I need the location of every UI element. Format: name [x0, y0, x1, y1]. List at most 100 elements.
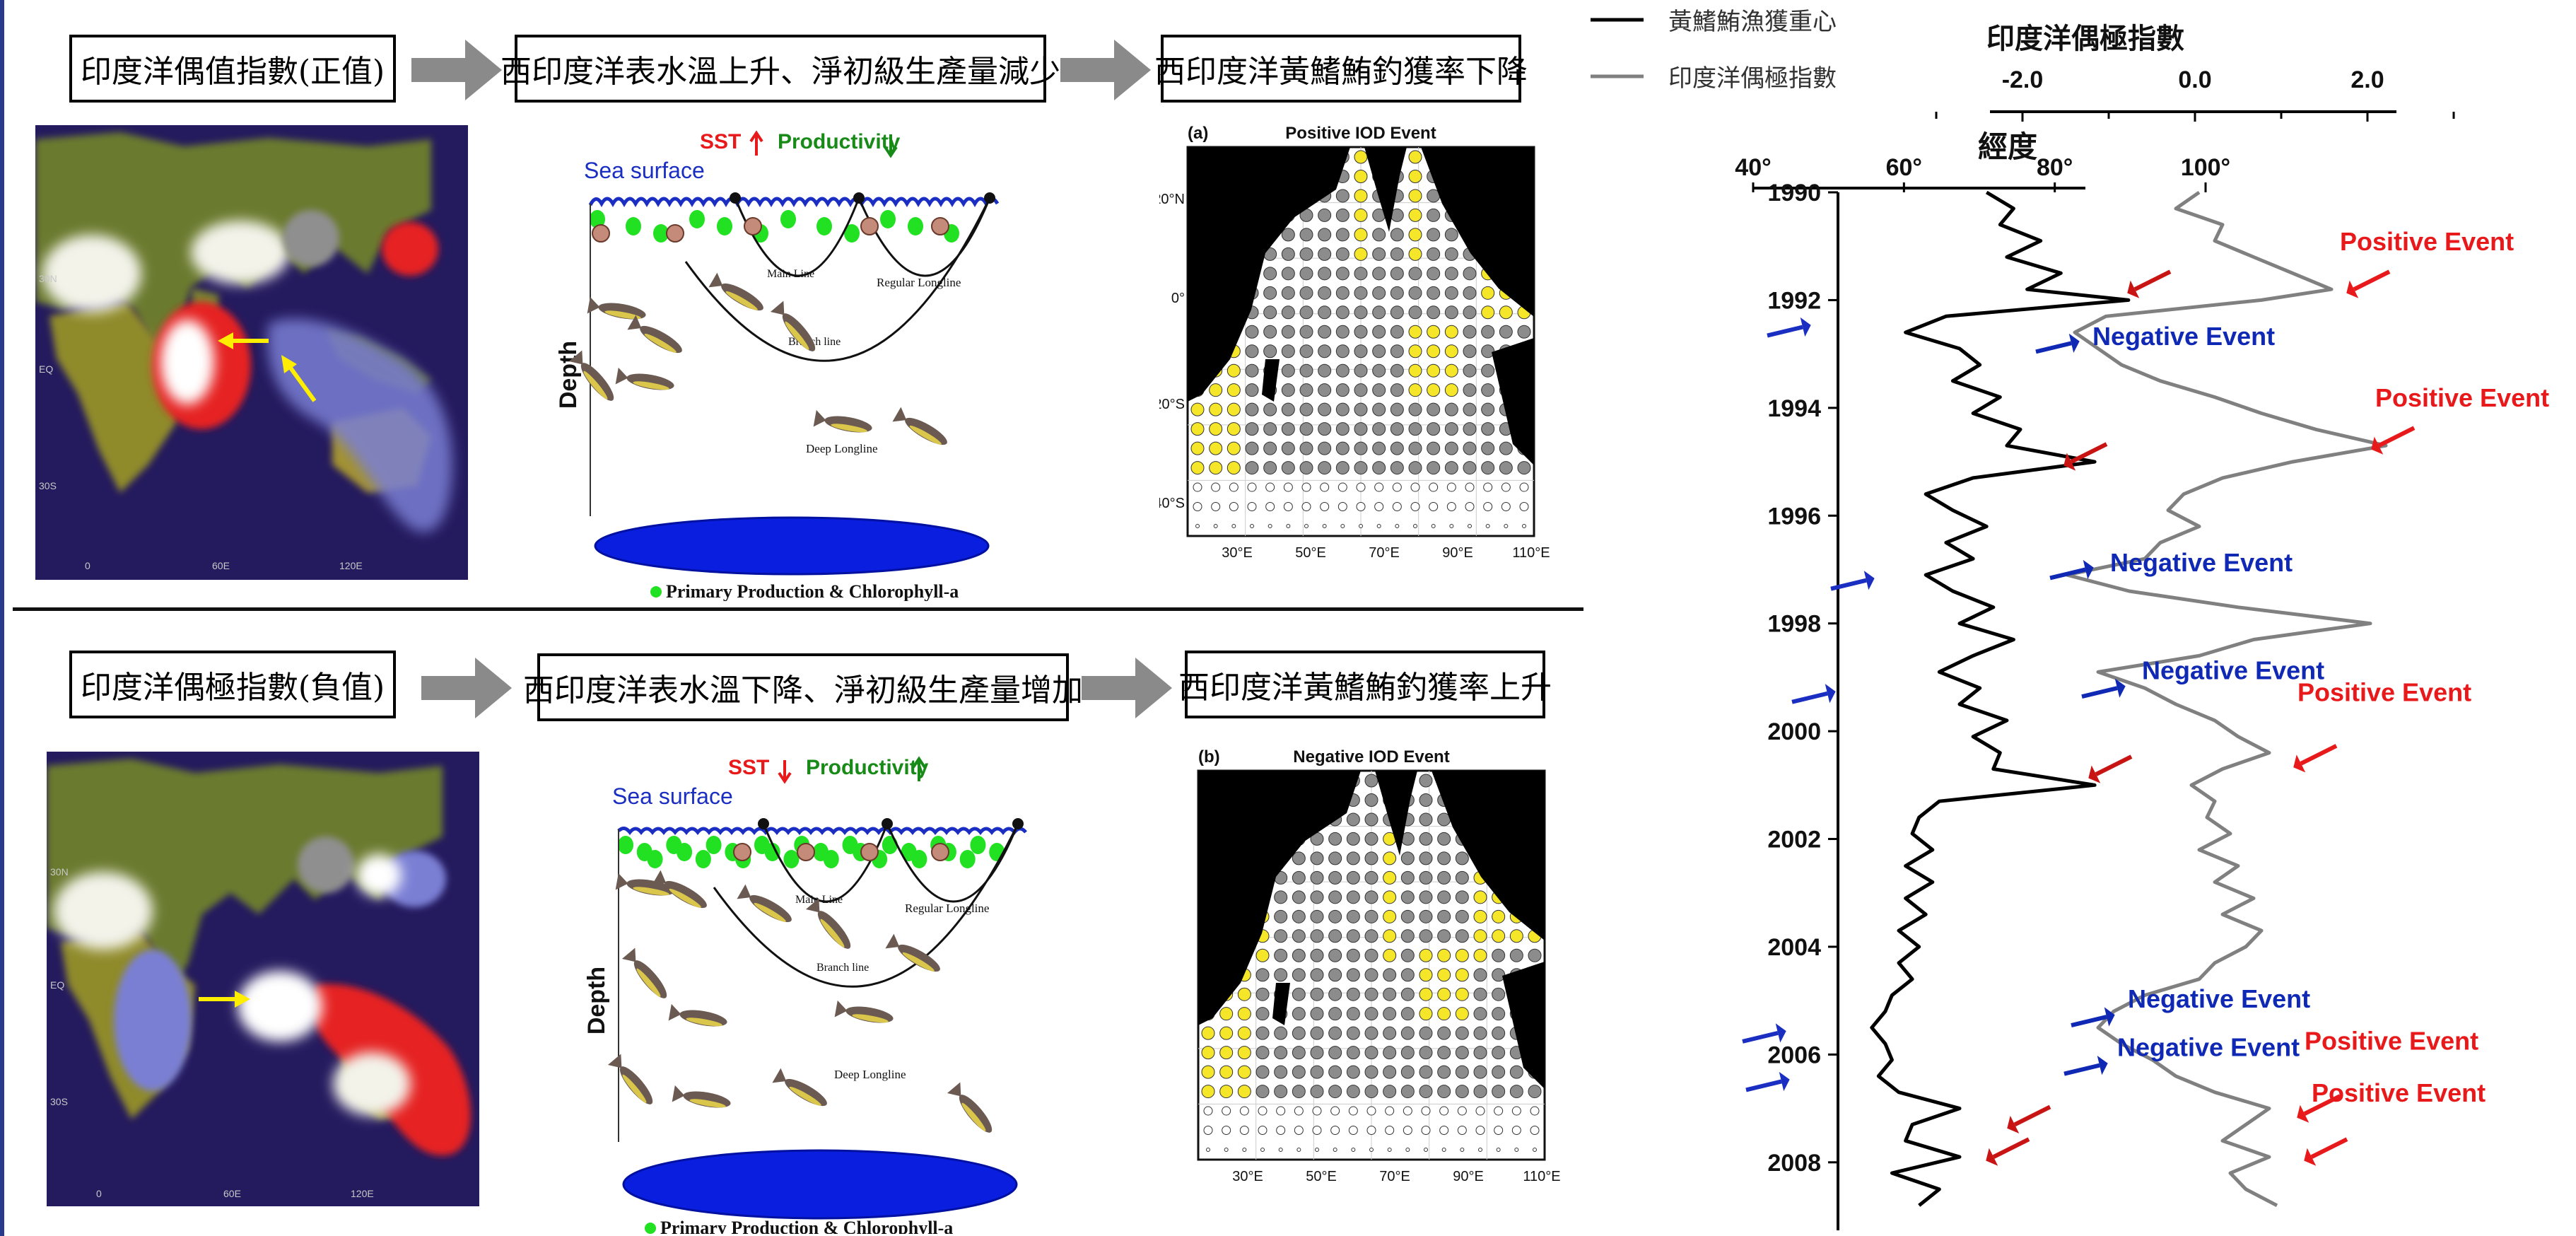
catch-rate-dot — [1354, 189, 1368, 203]
map-lat-tick: 0° — [1171, 291, 1185, 306]
catch-rate-dot — [1427, 228, 1441, 242]
longitude-tick-label: 80° — [2037, 154, 2073, 181]
tuna-tail — [672, 1085, 685, 1102]
chlorophyll-dot — [764, 843, 780, 861]
catch-rate-dot — [1403, 1106, 1412, 1116]
catch-rate-dot — [1444, 383, 1458, 397]
catch-rate-dot — [1494, 1126, 1504, 1136]
catch-rate-dot — [1299, 402, 1313, 416]
catch-rate-dot — [1354, 228, 1368, 242]
catch-rate-dot — [1444, 305, 1458, 320]
catch-rate-dot — [1509, 1065, 1523, 1079]
catch-rate-dot — [1286, 524, 1291, 528]
catch-rate-dot — [1226, 461, 1241, 475]
catch-rate-dot — [1281, 267, 1295, 281]
catch-rate-dot — [1255, 1085, 1270, 1099]
catch-rate-dot — [1346, 987, 1360, 1001]
catch-rate-dot — [1457, 1126, 1467, 1136]
event-arrow-shaft — [2035, 341, 2072, 354]
longitude-event-arrow-head — [1986, 1148, 1998, 1166]
catch-rate-dot — [1337, 482, 1347, 492]
catch-rate-dot — [1437, 851, 1451, 865]
catch-rate-dot — [1346, 1007, 1360, 1021]
catch-rate-dot — [1421, 1106, 1431, 1116]
catch-rate-dot — [1492, 987, 1506, 1001]
longitude-tick-label: 100° — [2181, 154, 2230, 181]
catch-rate-dot — [1354, 325, 1368, 339]
catch-rate-dot — [1419, 987, 1433, 1001]
catch-rate-dot — [1328, 968, 1342, 982]
catch-rate-dot — [1364, 1046, 1378, 1060]
catch-rate-dot — [1255, 968, 1270, 982]
catch-rate-dot — [1387, 1148, 1392, 1152]
catch-rate-dot — [1376, 524, 1381, 528]
catch-rate-dot — [1190, 461, 1205, 475]
ocean-diagram-positive: Sea surface SST Productivity Depth Main Line… — [544, 120, 1089, 601]
catch-rate-dot — [1281, 383, 1295, 397]
longitude-event-arrow — [2133, 269, 2172, 291]
longitude-event-arrow-head — [1825, 684, 1836, 704]
longitude-event-arrow — [1791, 691, 1828, 704]
globe-bottom-lon-0: 0 — [96, 1188, 102, 1199]
tuna-body — [683, 1091, 731, 1108]
catch-rate-dot — [1437, 909, 1451, 923]
catch-rate-dot — [1219, 1046, 1234, 1060]
catch-rate-dot — [1481, 422, 1495, 436]
catch-rate-dot — [1292, 870, 1306, 885]
catch-rate-dot — [1320, 482, 1330, 492]
catch-rate-dot — [1446, 502, 1456, 512]
sea-surface-wave — [588, 197, 1000, 208]
chlorophyll-dot — [823, 850, 839, 868]
catch-rate-dot — [1400, 987, 1415, 1001]
catch-rate-dot — [1224, 1148, 1229, 1152]
catch-rate-dot — [1444, 422, 1458, 436]
tuna-body — [749, 894, 792, 923]
ocean-diagram-negative: Sea surface SST Productivity Depth Main Line… — [573, 746, 1117, 1234]
catch-rate-dot — [1481, 461, 1495, 475]
catch-rate-dot — [1455, 1085, 1469, 1099]
longitude-event-arrow — [1767, 325, 1803, 338]
catch-rate-dot — [1328, 909, 1342, 923]
chlorophyll-dot — [959, 850, 976, 868]
event-arrow-head — [2068, 333, 2080, 354]
sst-arrow — [749, 130, 763, 156]
bottom-box-catch-up: 西印度洋黃鰭鮪釣獲率上升 — [1178, 651, 1552, 718]
catch-rate-dot — [1444, 267, 1458, 281]
catch-rate-dot — [1328, 851, 1342, 865]
catch-rate-dot — [1219, 1026, 1234, 1040]
tuna-tail — [813, 409, 826, 427]
catch-rate-dot — [1318, 402, 1332, 416]
catch-rate-dot — [1239, 1106, 1249, 1116]
catch-rate-dot — [1499, 441, 1513, 455]
tuna-fish-icon — [885, 933, 940, 972]
catch-rate-dot — [1250, 524, 1254, 528]
catch-rate-dot — [1465, 502, 1475, 512]
tuna-tail — [805, 898, 820, 913]
caption-dot — [645, 1223, 656, 1234]
catch-rate-dot — [1481, 383, 1495, 397]
catch-rate-dot — [1328, 1065, 1342, 1079]
catch-rate-dot — [1283, 502, 1293, 512]
bottom-arrow-1 — [421, 658, 512, 718]
catch-rate-dot — [1463, 286, 1477, 300]
catch-rate-dot — [1263, 325, 1277, 339]
bait-icon — [744, 217, 762, 235]
catch-rate-dot — [1463, 383, 1477, 397]
catch-rate-dot — [1346, 1046, 1360, 1060]
tuna-belly — [583, 371, 608, 400]
catch-rate-dot — [1337, 502, 1347, 512]
year-tick-label: 1990 — [1767, 180, 1821, 206]
catch-rate-dot — [1281, 402, 1295, 416]
catch-rate-dot — [1201, 1026, 1215, 1040]
catch-rate-dot — [1203, 1106, 1213, 1116]
madagascar-landmass — [1272, 983, 1290, 1025]
catch-rate-dot — [1346, 832, 1360, 846]
catch-rate-dot — [1473, 1046, 1487, 1060]
catch-rate-dot — [1400, 1046, 1415, 1060]
catch-rate-dot — [1455, 1007, 1469, 1021]
catch-rate-dot — [1499, 461, 1513, 475]
catch-rate-dot — [1522, 524, 1526, 528]
event-arrow-head — [2293, 754, 2306, 773]
catch-rate-dot — [1427, 286, 1441, 300]
catch-rate-dot — [1292, 987, 1306, 1001]
